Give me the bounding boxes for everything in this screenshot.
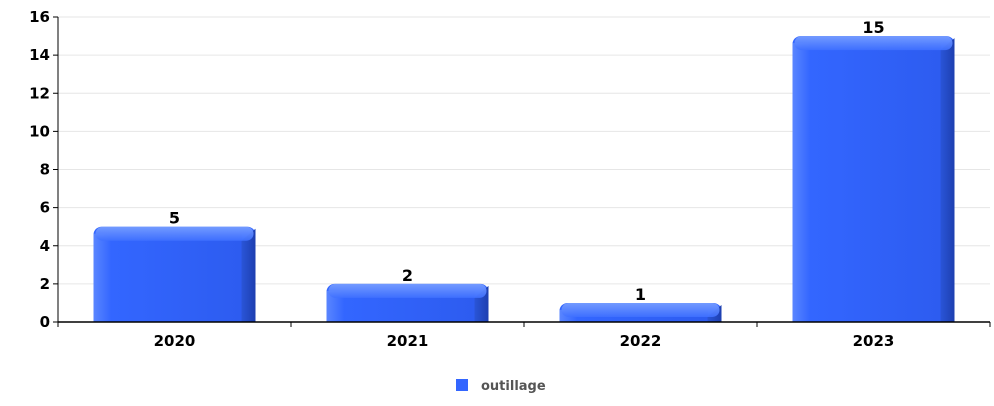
y-tick-label: 12 bbox=[29, 84, 50, 102]
data-label: 2 bbox=[402, 266, 413, 285]
bar-top bbox=[328, 283, 487, 298]
data-label: 1 bbox=[635, 285, 646, 304]
bar-2023: 15 bbox=[792, 18, 955, 322]
bar-front bbox=[93, 233, 242, 322]
bar-2020: 5 bbox=[93, 209, 256, 322]
x-tick-label: 2021 bbox=[387, 332, 429, 350]
bar-side bbox=[241, 228, 256, 322]
legend-swatch bbox=[456, 379, 468, 391]
x-tick-label: 2020 bbox=[154, 332, 196, 350]
x-tick-label: 2023 bbox=[853, 332, 895, 350]
bar-2022: 1 bbox=[559, 285, 722, 322]
bar-side bbox=[940, 38, 955, 322]
y-tick-label: 8 bbox=[40, 161, 50, 179]
y-axis: 0 2 4 6 8 10 12 14 16 bbox=[29, 8, 59, 331]
data-label: 5 bbox=[169, 209, 180, 228]
legend-label: outillage bbox=[481, 379, 546, 394]
bar-top bbox=[95, 226, 254, 241]
legend: outillage bbox=[456, 379, 546, 394]
y-tick-label: 10 bbox=[29, 122, 50, 140]
x-tick-label: 2022 bbox=[620, 332, 662, 350]
y-tick-label: 6 bbox=[40, 199, 50, 217]
y-tick-label: 2 bbox=[40, 275, 50, 293]
bar-front bbox=[792, 43, 941, 322]
y-tick-label: 4 bbox=[40, 237, 50, 255]
data-label: 15 bbox=[862, 18, 884, 37]
x-axis: 2020 2021 2022 2023 bbox=[57, 321, 991, 350]
bar-top bbox=[561, 302, 720, 317]
y-tick-label: 0 bbox=[40, 313, 50, 331]
bar-2021: 2 bbox=[326, 266, 489, 322]
y-tick-label: 14 bbox=[29, 46, 50, 64]
bars: 5 2 1 15 bbox=[93, 18, 955, 322]
bar-top bbox=[794, 36, 953, 51]
y-tick-label: 16 bbox=[29, 8, 50, 26]
